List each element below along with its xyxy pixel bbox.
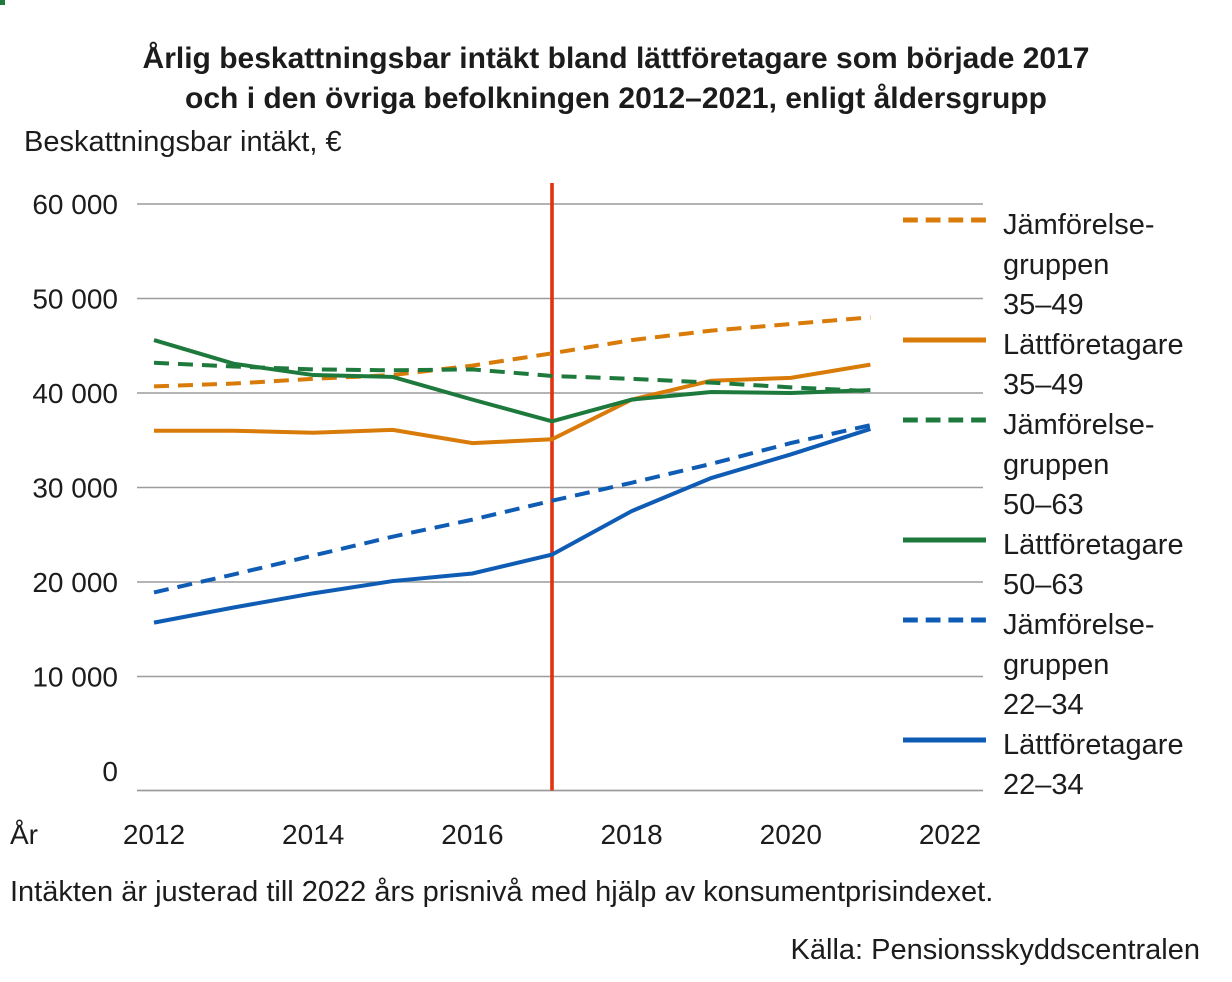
y-tick-label-0: 0 xyxy=(102,756,118,787)
y-tick-label-10000: 10 000 xyxy=(32,662,118,693)
legend-label: gruppen xyxy=(1003,449,1109,481)
grid-layer xyxy=(137,203,983,792)
chart-title-line2: och i den övriga befolkningen 2012–2021,… xyxy=(185,82,1047,115)
legend-label: 35–49 xyxy=(1003,369,1084,401)
legend-label: Jämförelse- xyxy=(1003,609,1155,641)
series-line-l-ttf-retagare-35-49 xyxy=(154,362,871,446)
legend-label: 35–49 xyxy=(1003,289,1084,321)
y-tick-label-60000: 60 000 xyxy=(32,189,118,220)
legend-item-lattforetagare-50-63: Lättföretagare 50–63 xyxy=(903,529,1184,601)
x-tick-label-2012: 2012 xyxy=(123,819,185,850)
legend-label: Lättföretagare xyxy=(1003,729,1184,761)
legend-label: gruppen xyxy=(1003,249,1109,281)
tick-label-layer: 0 10 000 20 000 30 000 40 000 50 000 60 000 201… xyxy=(32,189,981,850)
legend-label: gruppen xyxy=(1003,649,1109,681)
legend-item-lattforetagare-22-34: Lättföretagare 22–34 xyxy=(903,729,1184,801)
x-tick-label-2016: 2016 xyxy=(441,819,503,850)
chart-title-line1: Årlig beskattningsbar intäkt bland lättf… xyxy=(143,42,1090,75)
legend-item-jamforelsegruppen-35-49: Jämförelse- gruppen 35–49 xyxy=(903,209,1155,321)
series-line-l-ttf-retagare-50-63 xyxy=(153,338,871,424)
legend-item-jamforelsegruppen-50-63: Jämförelse- gruppen 50–63 xyxy=(903,409,1155,521)
x-tick-label-2018: 2018 xyxy=(600,819,662,850)
legend-label: Lättföretagare xyxy=(1003,529,1184,561)
x-axis-title: År xyxy=(10,819,38,850)
y-tick-label-50000: 50 000 xyxy=(32,284,118,315)
legend-label: 22–34 xyxy=(1003,769,1084,801)
legend-label: Jämförelse- xyxy=(1003,209,1155,241)
legend-item-jamforelsegruppen-22-34: Jämförelse- gruppen 22–34 xyxy=(903,609,1155,721)
footnote: Intäkten är justerad till 2022 års prisn… xyxy=(10,876,993,908)
legend-label: 50–63 xyxy=(1003,569,1084,601)
y-tick-label-20000: 20 000 xyxy=(32,567,118,598)
series-line-l-ttf-retagare-22-34 xyxy=(153,427,872,625)
legend-item-lattforetagare-35-49: Lättföretagare 35–49 xyxy=(903,329,1184,401)
source-credit: Källa: Pensionsskyddscentralen xyxy=(791,934,1200,966)
x-tick-label-2020: 2020 xyxy=(760,819,822,850)
series-line-j-mf-relsegruppen-35-49 xyxy=(153,315,871,389)
x-tick-label-2014: 2014 xyxy=(282,819,344,850)
legend-label: Jämförelse- xyxy=(1003,409,1155,441)
series-line-j-mf-relsegruppen-22-34 xyxy=(153,423,871,595)
y-tick-label-40000: 40 000 xyxy=(32,378,118,409)
legend-label: Lättföretagare xyxy=(1003,329,1184,361)
legend: Jämförelse- gruppen 35–49 Lättföretagare… xyxy=(903,209,1184,801)
corner-artifact xyxy=(0,0,5,5)
legend-label: 22–34 xyxy=(1003,689,1084,721)
series-layer xyxy=(153,315,872,625)
y-tick-label-30000: 30 000 xyxy=(32,473,118,504)
x-tick-label-2022: 2022 xyxy=(919,819,981,850)
y-axis-title: Beskattningsbar intäkt, € xyxy=(24,126,342,158)
legend-label: 50–63 xyxy=(1003,489,1084,521)
